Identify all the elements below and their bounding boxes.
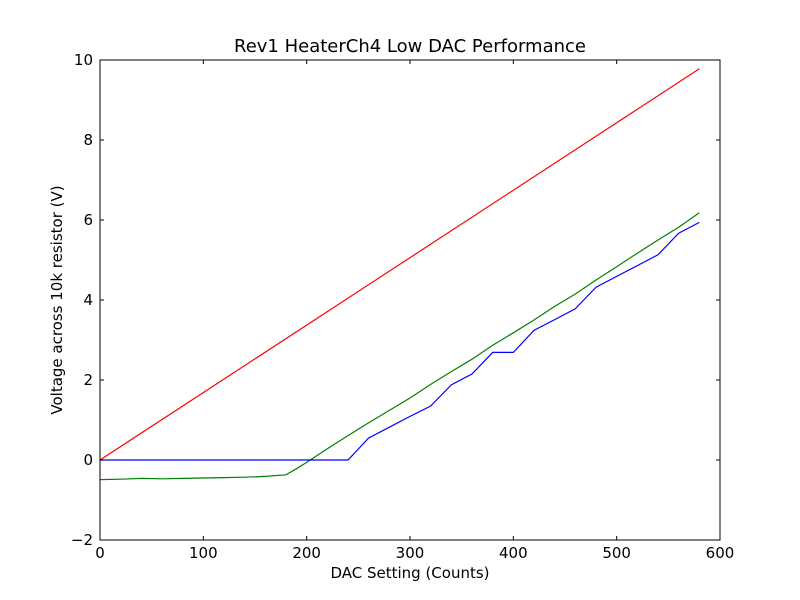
y-tick-label: 10	[74, 51, 93, 69]
chart-title: Rev1 HeaterCh4 Low DAC Performance	[234, 36, 586, 57]
x-tick-label: 600	[706, 544, 735, 562]
series-2-line	[99, 212, 700, 481]
y-axis-ticks: −2 0 2 4 6 8 10	[71, 51, 720, 549]
y-tick-label: 0	[83, 451, 93, 469]
y-tick-label: −2	[71, 531, 93, 549]
x-tick-label: 100	[189, 544, 218, 562]
series-3	[100, 221, 700, 461]
y-tick-label: 8	[83, 131, 93, 149]
series-1-line	[99, 68, 700, 461]
x-tick-label: 500	[602, 544, 631, 562]
x-tick-label: 200	[292, 544, 321, 562]
y-tick-label: 2	[83, 371, 93, 389]
x-axis-ticks: 0 100 200 300 400 500 600	[95, 60, 734, 562]
series-layer	[99, 68, 700, 481]
x-axis-label: DAC Setting (Counts)	[330, 564, 489, 582]
x-tick-label: 300	[396, 544, 425, 562]
y-tick-label: 4	[83, 291, 93, 309]
y-axis-label: Voltage across 10k resistor (V)	[48, 185, 66, 414]
series-1	[99, 68, 700, 461]
x-tick-label: 400	[499, 544, 528, 562]
series-3-line	[100, 221, 700, 461]
y-tick-label: 6	[83, 211, 93, 229]
x-tick-label: 0	[95, 544, 105, 562]
series-2	[99, 212, 700, 481]
